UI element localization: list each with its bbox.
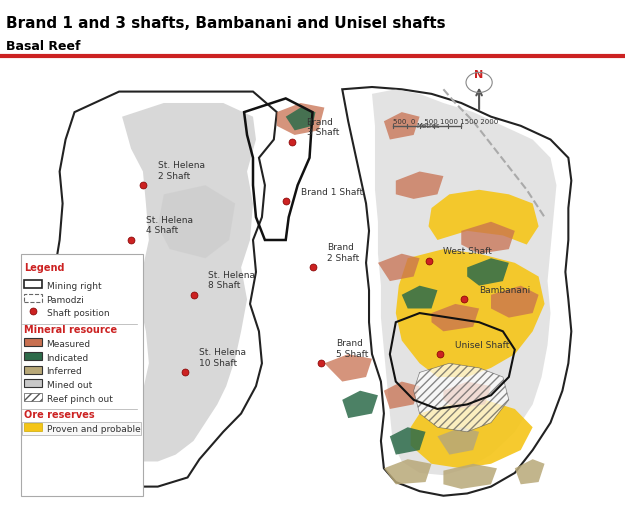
Polygon shape: [384, 459, 431, 485]
Text: St. Helena
2 Shaft: St. Helena 2 Shaft: [158, 161, 205, 180]
Polygon shape: [286, 107, 316, 130]
Text: Measured: Measured: [46, 340, 91, 349]
Text: Inferred: Inferred: [46, 368, 82, 377]
Bar: [24, 379, 42, 388]
Text: Brand
3 Shaft: Brand 3 Shaft: [306, 118, 339, 137]
Text: Bambanani: Bambanani: [479, 286, 531, 295]
Polygon shape: [342, 87, 571, 496]
Polygon shape: [491, 286, 539, 317]
Text: Mining right: Mining right: [46, 282, 101, 291]
Text: 500  0    500 1000 1500 2000: 500 0 500 1000 1500 2000: [393, 118, 498, 124]
Text: N: N: [474, 70, 484, 80]
Bar: [24, 393, 42, 401]
Text: Brand
2 Shaft: Brand 2 Shaft: [328, 243, 359, 263]
Polygon shape: [443, 464, 497, 489]
Text: Brand 1 and 3 shafts, Bambanani and Unisel shafts: Brand 1 and 3 shafts, Bambanani and Unis…: [6, 16, 446, 31]
FancyBboxPatch shape: [21, 254, 143, 496]
Bar: [24, 294, 42, 302]
Polygon shape: [384, 381, 419, 409]
Polygon shape: [158, 185, 235, 258]
Polygon shape: [390, 427, 426, 454]
Polygon shape: [277, 103, 324, 135]
Polygon shape: [431, 304, 479, 331]
Polygon shape: [378, 254, 419, 281]
Text: Legend: Legend: [24, 263, 64, 273]
Bar: [27, 119, 598, 505]
Text: Indicated: Indicated: [46, 354, 89, 363]
Text: St. Helena
10 Shaft: St. Helena 10 Shaft: [199, 349, 246, 368]
Bar: [24, 280, 42, 288]
Polygon shape: [438, 427, 479, 454]
Text: Ore reserves: Ore reserves: [24, 410, 94, 420]
Polygon shape: [515, 459, 544, 485]
Polygon shape: [429, 190, 539, 244]
Polygon shape: [342, 391, 378, 418]
Polygon shape: [443, 381, 491, 409]
Bar: [24, 338, 42, 346]
Polygon shape: [402, 286, 437, 308]
Polygon shape: [396, 249, 544, 377]
Polygon shape: [384, 112, 419, 140]
Polygon shape: [396, 171, 443, 199]
Text: St. Helena
4 Shaft: St. Helena 4 Shaft: [146, 216, 193, 235]
Bar: [24, 366, 42, 374]
Text: Brand 1 Shaft: Brand 1 Shaft: [301, 188, 362, 197]
Text: St. Helena
8 Shaft: St. Helena 8 Shaft: [208, 271, 256, 290]
Text: Metres: Metres: [417, 123, 440, 129]
Text: Brand
5 Shaft: Brand 5 Shaft: [336, 339, 369, 359]
Polygon shape: [411, 400, 532, 468]
Text: Unisel Shaft: Unisel Shaft: [455, 341, 509, 350]
Text: Reef pinch out: Reef pinch out: [46, 395, 112, 404]
Polygon shape: [414, 363, 509, 432]
Polygon shape: [461, 222, 515, 254]
Text: Mineral resource: Mineral resource: [24, 325, 117, 335]
Bar: [24, 352, 42, 360]
Polygon shape: [372, 89, 556, 475]
Polygon shape: [324, 354, 372, 381]
Text: Mined out: Mined out: [46, 381, 92, 390]
Text: Basal Reef: Basal Reef: [6, 40, 81, 53]
Polygon shape: [122, 103, 256, 461]
Text: Pamodzi: Pamodzi: [46, 296, 84, 305]
Polygon shape: [51, 92, 277, 487]
Text: Proven and probable: Proven and probable: [46, 425, 140, 434]
FancyBboxPatch shape: [21, 422, 141, 434]
Polygon shape: [468, 258, 509, 286]
Text: West Shaft: West Shaft: [443, 247, 493, 256]
Text: Shaft position: Shaft position: [46, 309, 109, 318]
Bar: [24, 423, 42, 431]
